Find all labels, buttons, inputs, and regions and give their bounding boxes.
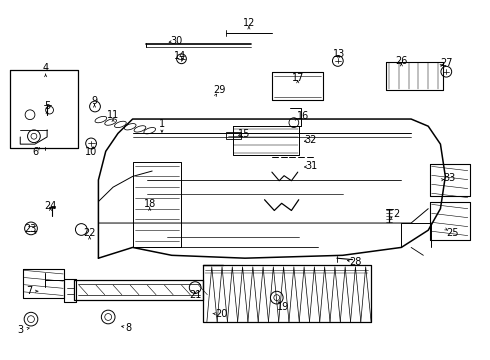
Text: 20: 20 [216,310,228,319]
Text: 22: 22 [83,228,96,238]
Text: 11: 11 [107,111,119,121]
Text: 21: 21 [189,291,201,301]
Text: 25: 25 [446,228,459,238]
Text: 27: 27 [440,58,453,68]
Text: 17: 17 [292,73,304,83]
Text: 8: 8 [125,323,132,333]
Text: 12: 12 [243,18,255,28]
Text: 24: 24 [45,201,57,211]
Text: 13: 13 [333,49,345,59]
Text: 9: 9 [92,96,98,106]
Text: 18: 18 [144,199,156,210]
Text: 19: 19 [277,302,289,312]
Text: 3: 3 [17,325,24,335]
Text: 1: 1 [159,120,165,129]
Text: 14: 14 [174,51,187,61]
Text: 15: 15 [238,129,250,139]
Text: 4: 4 [43,63,49,73]
Text: 23: 23 [24,225,36,234]
Text: 32: 32 [305,135,317,145]
Text: 7: 7 [26,286,32,296]
Text: 26: 26 [395,56,408,66]
Text: 28: 28 [349,257,361,267]
Text: 33: 33 [443,173,455,183]
Text: 31: 31 [305,161,317,171]
Bar [226,132,241,139]
Text: 10: 10 [85,147,97,157]
Text: 16: 16 [296,111,309,121]
Text: 2: 2 [393,209,399,219]
Text: 29: 29 [214,85,226,95]
Text: 6: 6 [33,147,39,157]
Text: 30: 30 [171,36,183,46]
Text: 5: 5 [44,102,50,112]
